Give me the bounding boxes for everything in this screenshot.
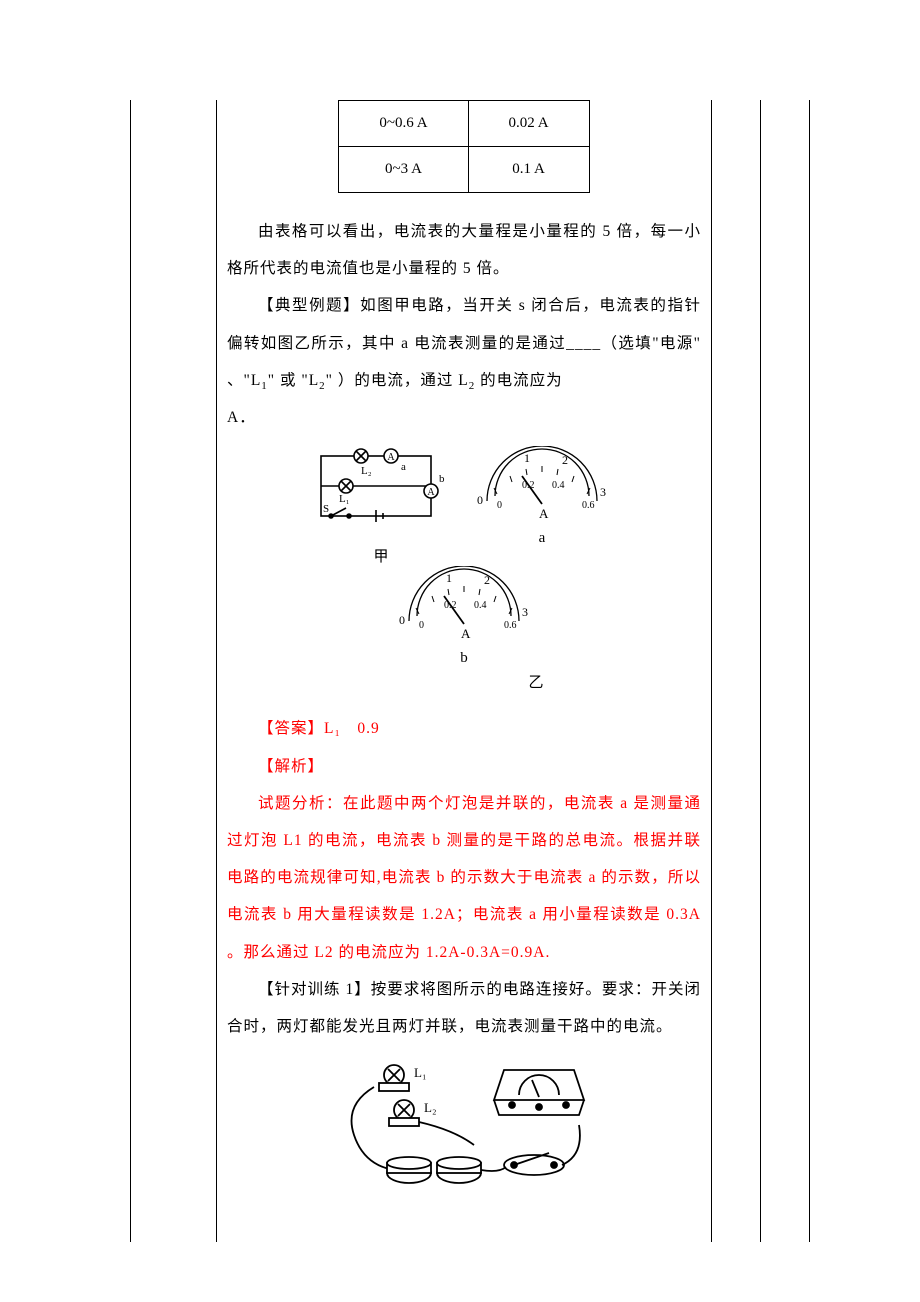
example-text4: 的电流应为: [475, 372, 562, 389]
outer-layout-table: 0~0.6 A 0.02 A 0~3 A 0.1 A 由表格可以看出，电流表的大…: [130, 100, 810, 1242]
svg-text:a: a: [401, 461, 406, 473]
svg-text:0.6: 0.6: [504, 620, 517, 631]
analysis-label-paragraph: 【解析】: [227, 748, 701, 785]
circuit-figure: A A L₂ L₁ a b S 甲: [311, 446, 451, 566]
svg-text:A: A: [427, 487, 435, 498]
right-margin-column-2: [760, 100, 809, 1242]
figure-row-2: L₁ L₂: [227, 1055, 701, 1195]
svg-text:L₂: L₂: [424, 1100, 436, 1115]
practice-paragraph: 【针对训练 1】按要求将图所示的电路连接好。要求：开关闭合时，两灯都能发光且两灯…: [227, 971, 701, 1045]
svg-text:b: b: [439, 473, 445, 485]
meter-svg: 0 1 2 3 0 0.2 0.4 0.6 A: [467, 446, 617, 526]
example-text2: " 或 "L: [268, 372, 319, 389]
svg-text:0: 0: [399, 613, 405, 627]
svg-text:2: 2: [562, 453, 568, 467]
svg-text:0.6: 0.6: [582, 500, 595, 511]
answer-label: 【答案】: [258, 720, 324, 737]
range-table: 0~0.6 A 0.02 A 0~3 A 0.1 A: [338, 100, 589, 193]
svg-text:1: 1: [524, 451, 530, 465]
svg-text:0.4: 0.4: [552, 480, 565, 491]
table-row: 0~0.6 A 0.02 A: [339, 101, 589, 147]
svg-text:A: A: [461, 626, 471, 641]
practice-svg: L₁ L₂: [324, 1055, 604, 1195]
table-cell: 0.1 A: [468, 147, 589, 193]
svg-text:A: A: [539, 506, 549, 521]
example-text3: " ）的电流，通过 L: [326, 372, 469, 389]
svg-text:A: A: [387, 452, 395, 463]
answer-value: L₁ 0.9: [324, 720, 380, 737]
svg-text:0.4: 0.4: [474, 600, 487, 611]
svg-text:0: 0: [419, 620, 424, 631]
example-paragraph: 【典型例题】如图甲电路，当开关 s 闭合后，电流表的指针偏转如图乙所示，其中 a…: [227, 287, 701, 399]
svg-text:L₁: L₁: [339, 493, 350, 505]
circuit-svg: A A L₂ L₁ a b S: [311, 446, 451, 541]
svg-text:0: 0: [477, 493, 483, 507]
table-row: 0~3 A 0.1 A: [339, 147, 589, 193]
svg-text:2: 2: [484, 573, 490, 587]
figure-row-1: A A L₂ L₁ a b S 甲: [227, 446, 701, 692]
svg-text:S: S: [323, 503, 329, 515]
page: 0~0.6 A 0.02 A 0~3 A 0.1 A 由表格可以看出，电流表的大…: [0, 0, 920, 1302]
table-cell: 0~0.6 A: [339, 101, 468, 147]
answer-paragraph: 【答案】L₁ 0.9: [227, 710, 701, 747]
meter-label-a: a: [467, 530, 617, 547]
right-margin-column-1: [711, 100, 760, 1242]
main-content-column: 0~0.6 A 0.02 A 0~3 A 0.1 A 由表格可以看出，电流表的大…: [217, 100, 711, 1242]
svg-text:3: 3: [522, 605, 528, 619]
svg-text:3: 3: [600, 485, 606, 499]
table-cell: 0.02 A: [468, 101, 589, 147]
svg-text:L₁: L₁: [414, 1065, 426, 1080]
svg-text:1: 1: [446, 571, 452, 585]
meter-label-b: b: [389, 650, 539, 667]
example-tail: A．: [227, 399, 701, 436]
meter-a-figure: 0 1 2 3 0 0.2 0.4 0.6 A a: [467, 446, 617, 547]
example-label: 【典型例题】: [258, 297, 360, 314]
practice-label: 【针对训练 1】: [258, 981, 371, 998]
analysis-body-paragraph: 试题分析：在此题中两个灯泡是并联的，电流表 a 是测量通过灯泡 L1 的电流，电…: [227, 785, 701, 971]
figure-label-yi: 乙: [461, 671, 611, 692]
meter-svg: 0 1 2 3 0 0.2 0.4 0.6 A: [389, 566, 539, 646]
svg-text:L₂: L₂: [361, 465, 372, 477]
left-margin-column: [131, 100, 217, 1242]
figure-label-jia: 甲: [311, 545, 451, 566]
paragraph-summary: 由表格可以看出，电流表的大量程是小量程的 5 倍，每一小格所代表的电流值也是小量…: [227, 213, 701, 287]
svg-text:0: 0: [497, 500, 502, 511]
table-cell: 0~3 A: [339, 147, 468, 193]
meter-b-figure: 0 1 2 3 0 0.2 0.4 0.6 A b: [389, 566, 539, 667]
